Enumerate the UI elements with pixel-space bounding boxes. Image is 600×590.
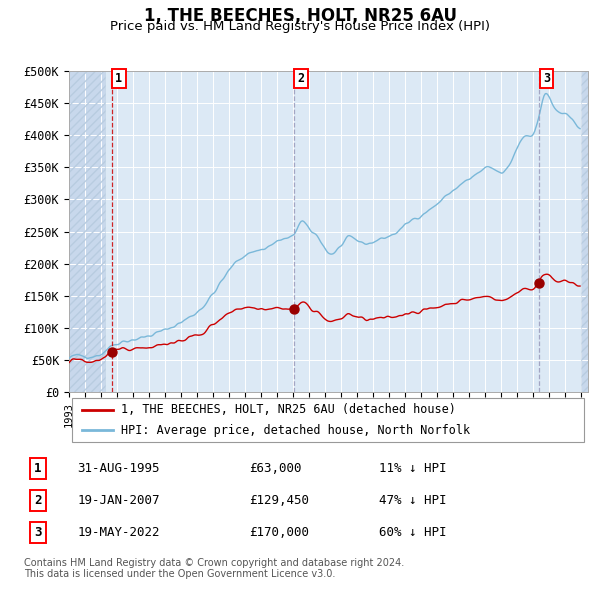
Text: £170,000: £170,000: [250, 526, 310, 539]
Bar: [69, 71, 105, 392]
Text: 60% ↓ HPI: 60% ↓ HPI: [379, 526, 447, 539]
Text: 1: 1: [115, 72, 122, 85]
Bar: [69, 71, 105, 392]
Text: 1: 1: [34, 463, 41, 476]
Text: 2: 2: [298, 72, 305, 85]
Text: 11% ↓ HPI: 11% ↓ HPI: [379, 463, 447, 476]
Text: £129,450: £129,450: [250, 494, 310, 507]
Text: 19-MAY-2022: 19-MAY-2022: [77, 526, 160, 539]
Text: 2: 2: [34, 494, 41, 507]
Text: 47% ↓ HPI: 47% ↓ HPI: [379, 494, 447, 507]
Text: 31-AUG-1995: 31-AUG-1995: [77, 463, 160, 476]
Text: Contains HM Land Registry data © Crown copyright and database right 2024.
This d: Contains HM Land Registry data © Crown c…: [24, 558, 404, 579]
Text: 1, THE BEECHES, HOLT, NR25 6AU: 1, THE BEECHES, HOLT, NR25 6AU: [143, 7, 457, 25]
Text: 3: 3: [34, 526, 41, 539]
FancyBboxPatch shape: [71, 398, 584, 442]
Text: 1, THE BEECHES, HOLT, NR25 6AU (detached house): 1, THE BEECHES, HOLT, NR25 6AU (detached…: [121, 403, 456, 416]
Bar: [581, 71, 588, 392]
Text: Price paid vs. HM Land Registry's House Price Index (HPI): Price paid vs. HM Land Registry's House …: [110, 20, 490, 33]
Text: £63,000: £63,000: [250, 463, 302, 476]
Text: 3: 3: [543, 72, 550, 85]
Bar: [581, 71, 588, 392]
Text: HPI: Average price, detached house, North Norfolk: HPI: Average price, detached house, Nort…: [121, 424, 470, 437]
Text: 19-JAN-2007: 19-JAN-2007: [77, 494, 160, 507]
